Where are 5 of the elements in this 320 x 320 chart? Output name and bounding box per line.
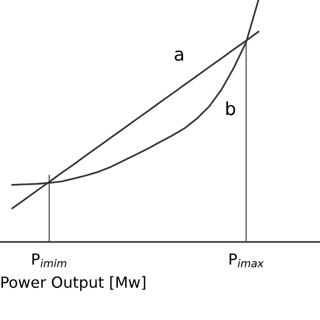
x-tick-label: P$_{imim}$: [32, 253, 66, 268]
annotation: b: [226, 101, 236, 116]
x-tick-label: P$_{imax}$: [230, 253, 264, 268]
annotation: a: [174, 50, 184, 61]
x-axis-title: Power Output [Mw]: [2, 276, 146, 291]
